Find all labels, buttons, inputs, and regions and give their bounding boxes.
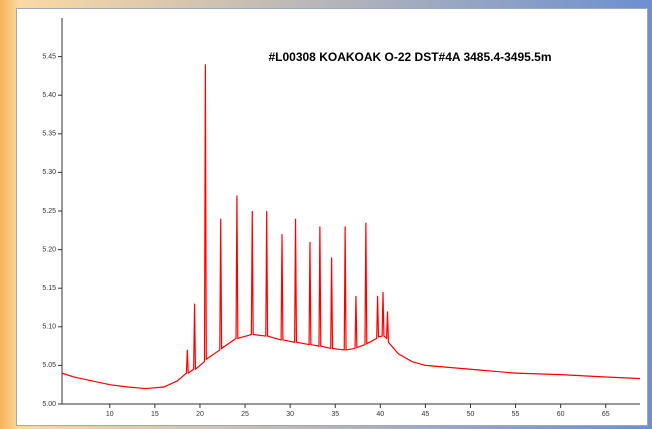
y-tick-label: 5.35 <box>42 131 56 138</box>
x-tick-label: 40 <box>376 411 384 418</box>
x-tick-label: 50 <box>467 411 475 418</box>
x-tick-label: 10 <box>106 411 114 418</box>
y-tick-label: 5.30 <box>42 169 56 176</box>
y-tick-label: 5.40 <box>42 92 56 99</box>
x-tick-label: 30 <box>286 411 294 418</box>
y-tick-label: 5.45 <box>42 53 56 60</box>
y-tick-label: 5.05 <box>42 362 56 369</box>
chart-title: #L00308 KOAKOAK O-22 DST#4A 3485.4-3495.… <box>268 50 551 64</box>
y-tick-label: 5.10 <box>42 324 56 331</box>
y-tick-label: 5.00 <box>42 401 56 408</box>
y-tick-label: 5.25 <box>42 208 56 215</box>
y-tick-label: 5.15 <box>42 285 56 292</box>
plot-panel <box>16 8 648 426</box>
x-tick-label: 20 <box>196 411 204 418</box>
data-line <box>61 64 641 390</box>
x-tick-label: 55 <box>512 411 520 418</box>
x-tick-label: 35 <box>331 411 339 418</box>
y-tick-label: 5.20 <box>42 246 56 253</box>
x-tick-label: 15 <box>151 411 159 418</box>
x-tick-label: 60 <box>557 411 565 418</box>
x-tick-label: 25 <box>241 411 249 418</box>
x-tick-label: 65 <box>602 411 610 418</box>
x-tick-label: 45 <box>421 411 429 418</box>
